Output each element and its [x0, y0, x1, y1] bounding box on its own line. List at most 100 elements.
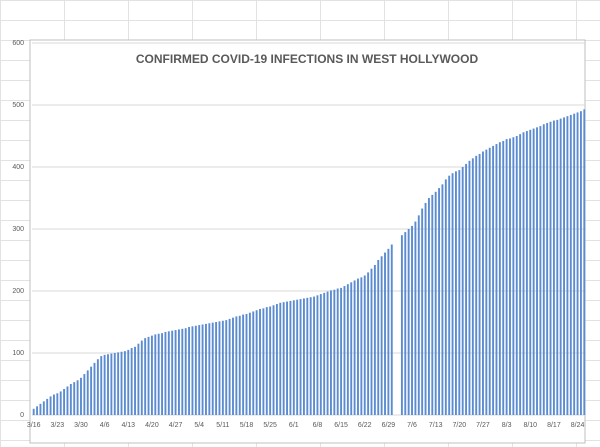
bar: [414, 221, 417, 415]
bar: [525, 131, 528, 416]
x-tick-label: 7/27: [476, 422, 490, 429]
bar: [431, 194, 434, 415]
bar: [316, 295, 319, 415]
bar: [248, 312, 251, 415]
bar: [495, 144, 498, 415]
bar: [255, 310, 258, 415]
bar: [76, 380, 79, 415]
bar: [107, 354, 109, 415]
bar: [509, 138, 511, 416]
bar: [83, 374, 86, 415]
bar: [306, 297, 309, 415]
bar: [184, 328, 187, 415]
bar: [218, 321, 221, 415]
x-tick-label: 4/13: [121, 422, 135, 429]
bar: [458, 170, 461, 415]
bar: [309, 297, 312, 415]
bar: [340, 287, 343, 415]
bar: [380, 256, 383, 415]
y-tick-label: 0: [20, 412, 24, 419]
bar: [42, 401, 45, 415]
bar: [232, 317, 234, 415]
bar: [238, 315, 241, 415]
y-tick-label: 500: [12, 102, 24, 109]
x-tick-label: 5/18: [240, 422, 254, 429]
x-tick-label: 8/24: [571, 422, 585, 429]
bar: [421, 208, 424, 415]
bar: [167, 331, 170, 415]
bar: [404, 232, 407, 415]
bar: [357, 278, 359, 415]
bar: [319, 294, 322, 415]
bar: [177, 329, 180, 415]
bar: [350, 282, 353, 415]
bar: [482, 151, 484, 415]
bar: [346, 284, 349, 415]
bar: [536, 127, 538, 415]
bar: [302, 298, 305, 415]
bar: [400, 235, 403, 415]
bar: [299, 299, 302, 415]
bar: [539, 126, 542, 415]
bar: [262, 308, 265, 415]
bar: [313, 296, 316, 415]
x-tick-label: 5/25: [263, 422, 277, 429]
x-tick-label: 4/27: [169, 422, 183, 429]
y-tick-label: 100: [12, 350, 24, 357]
bar: [485, 149, 488, 415]
bar: [438, 188, 441, 415]
bar: [144, 338, 147, 415]
bar: [478, 153, 481, 416]
bar: [373, 264, 376, 415]
x-tick-label: 6/8: [313, 422, 323, 429]
bar: [552, 120, 555, 415]
bar: [363, 275, 366, 415]
bar: [36, 406, 39, 415]
bar: [444, 179, 447, 415]
bar: [252, 311, 255, 415]
bar: [424, 202, 427, 415]
bar: [211, 322, 214, 415]
bar: [150, 335, 153, 415]
bar: [323, 292, 326, 415]
bar: [282, 302, 285, 415]
bar: [123, 351, 126, 415]
bar: [275, 304, 278, 415]
bar: [498, 142, 501, 415]
x-tick-label: 3/23: [51, 422, 65, 429]
bar: [573, 113, 576, 416]
bar: [134, 346, 136, 415]
bar: [157, 333, 160, 415]
bar: [330, 290, 332, 415]
bar: [130, 348, 133, 415]
bar: [39, 403, 42, 415]
bar: [242, 314, 245, 415]
bar: [411, 225, 413, 415]
bar: [113, 353, 116, 415]
bar: [434, 191, 437, 415]
bar: [59, 391, 62, 415]
bar: [259, 308, 261, 415]
bar: [96, 359, 99, 415]
bar: [137, 343, 140, 415]
bar: [556, 119, 559, 415]
bar: [53, 394, 55, 415]
chart-title: CONFIRMED COVID-19 INFECTIONS IN WEST HO…: [136, 52, 479, 66]
bar: [147, 336, 150, 415]
x-tick-label: 6/1: [289, 422, 299, 429]
bar: [49, 396, 52, 415]
bar: [90, 366, 93, 415]
x-tick-label: 7/6: [407, 422, 417, 429]
x-tick-label: 4/20: [145, 422, 159, 429]
x-tick-label: 4/6: [100, 422, 110, 429]
bar: [86, 370, 89, 415]
x-tick-label: 8/17: [547, 422, 561, 429]
bar: [292, 300, 295, 415]
bar: [549, 121, 552, 416]
bar: [563, 117, 565, 416]
bar: [272, 305, 275, 415]
bar: [80, 377, 82, 415]
bar: [265, 307, 268, 415]
